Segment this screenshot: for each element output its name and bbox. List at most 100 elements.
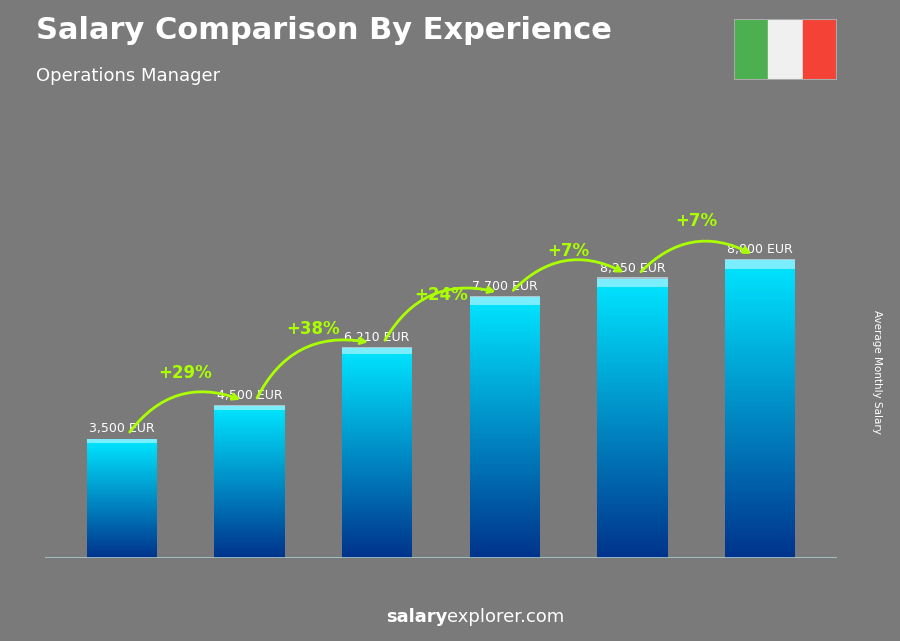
Bar	[725, 371, 796, 373]
Bar	[725, 427, 796, 429]
Bar	[86, 469, 157, 470]
Bar	[725, 496, 796, 498]
Bar	[86, 456, 157, 457]
Bar	[342, 395, 412, 397]
Bar	[214, 515, 284, 516]
Bar	[725, 498, 796, 500]
Bar	[470, 467, 540, 469]
Bar	[725, 381, 796, 383]
Bar	[214, 439, 284, 440]
Bar	[725, 280, 796, 282]
Bar	[725, 545, 796, 548]
Bar	[725, 367, 796, 369]
Bar	[470, 320, 540, 322]
Bar	[725, 433, 796, 435]
Bar	[342, 472, 412, 474]
Bar	[598, 337, 668, 338]
Bar	[598, 489, 668, 491]
Bar	[470, 490, 540, 492]
Bar	[86, 492, 157, 493]
Bar	[214, 526, 284, 528]
Bar	[214, 474, 284, 476]
Bar	[725, 504, 796, 506]
Bar	[598, 357, 668, 359]
Bar	[86, 494, 157, 495]
Bar	[86, 440, 157, 441]
Bar	[725, 322, 796, 324]
Bar	[598, 355, 668, 357]
Bar	[598, 296, 668, 297]
Bar	[86, 473, 157, 474]
Bar	[598, 511, 668, 513]
Bar	[214, 418, 284, 419]
Bar	[86, 490, 157, 492]
Bar	[598, 376, 668, 378]
Bar	[214, 516, 284, 517]
Bar	[342, 349, 412, 351]
Bar	[214, 498, 284, 499]
Bar	[342, 390, 412, 391]
Bar	[342, 555, 412, 556]
Bar	[470, 386, 540, 388]
Text: explorer.com: explorer.com	[447, 608, 564, 626]
Bar	[725, 389, 796, 391]
Bar	[598, 469, 668, 470]
Bar	[725, 510, 796, 512]
Bar	[598, 301, 668, 303]
Bar	[725, 340, 796, 342]
Bar	[214, 549, 284, 551]
Bar	[598, 517, 668, 519]
Bar	[214, 444, 284, 445]
Bar	[598, 422, 668, 424]
Bar	[342, 458, 412, 460]
Bar	[470, 303, 540, 304]
Bar	[725, 421, 796, 423]
Bar	[725, 524, 796, 526]
Bar	[86, 461, 157, 462]
Bar	[725, 425, 796, 427]
Bar	[86, 486, 157, 487]
Bar	[598, 478, 668, 479]
Bar	[470, 337, 540, 339]
Bar	[470, 362, 540, 363]
Bar	[598, 446, 668, 448]
Bar	[598, 481, 668, 483]
Bar	[725, 347, 796, 349]
Bar	[214, 491, 284, 492]
Bar	[470, 310, 540, 312]
Bar	[470, 514, 540, 516]
Bar	[725, 508, 796, 510]
Bar	[214, 530, 284, 531]
Bar	[214, 413, 284, 415]
Bar	[598, 381, 668, 383]
Bar	[214, 507, 284, 508]
Bar	[214, 511, 284, 512]
Bar	[342, 360, 412, 362]
Bar	[598, 513, 668, 515]
Bar	[725, 298, 796, 300]
Bar	[598, 279, 668, 281]
Bar	[470, 428, 540, 429]
Bar	[470, 457, 540, 459]
Bar	[214, 540, 284, 542]
Bar	[86, 462, 157, 463]
Bar	[598, 479, 668, 481]
Text: salary: salary	[386, 608, 447, 626]
Bar	[598, 345, 668, 347]
Bar	[725, 360, 796, 362]
Bar	[86, 536, 157, 537]
Bar	[470, 378, 540, 379]
Bar	[470, 393, 540, 395]
Bar	[598, 492, 668, 494]
Bar	[214, 417, 284, 418]
Bar	[214, 490, 284, 491]
Bar	[725, 345, 796, 347]
Bar	[598, 278, 668, 287]
Bar	[86, 517, 157, 518]
Bar	[470, 504, 540, 506]
Bar	[725, 540, 796, 542]
Bar	[725, 378, 796, 379]
Bar	[86, 485, 157, 486]
Bar	[86, 449, 157, 451]
Bar	[725, 417, 796, 419]
